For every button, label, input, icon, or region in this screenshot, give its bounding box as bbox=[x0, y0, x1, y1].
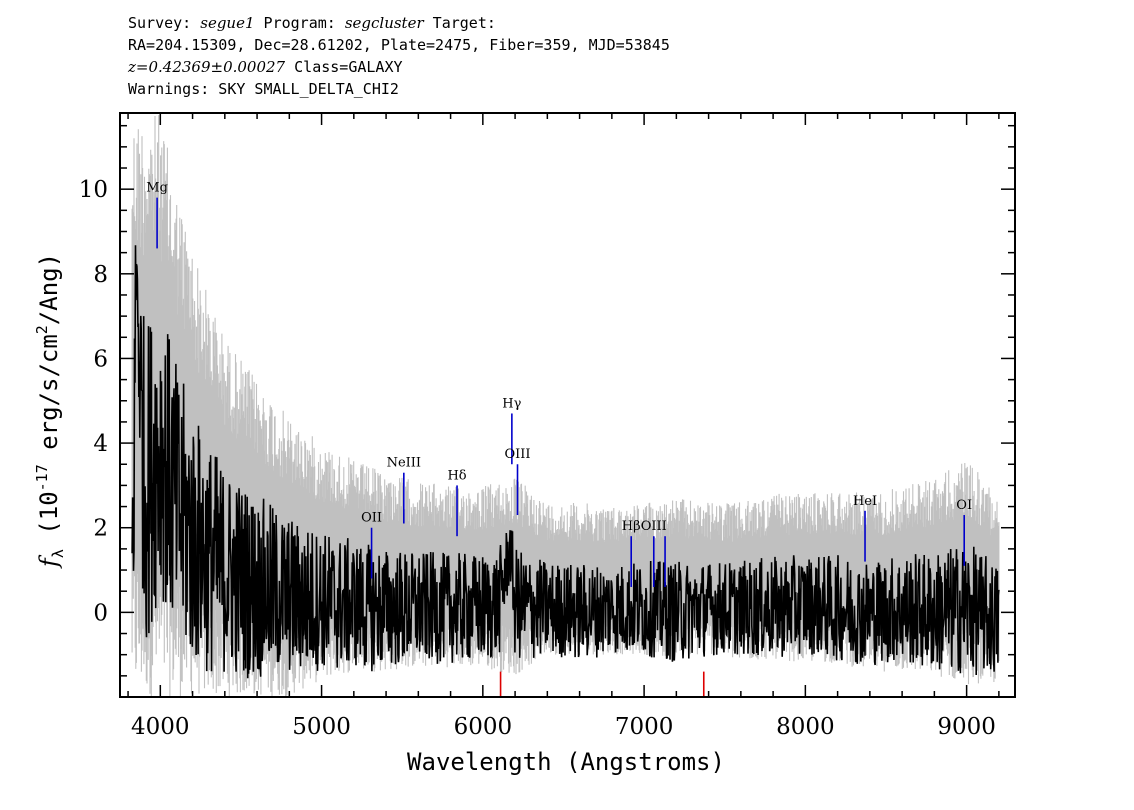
line-marker-label: OIII bbox=[641, 519, 667, 534]
x-tick-label: 7000 bbox=[615, 714, 674, 740]
line-marker-label: HeI bbox=[853, 494, 877, 509]
x-tick-label: 5000 bbox=[292, 714, 351, 740]
axes-layer: 4000 5000 6000 7000 8000 9000 0 2 4 6 8 10 bbox=[79, 112, 1016, 740]
line-marker-label: NeIII bbox=[387, 456, 421, 471]
line-marker-label: OIII bbox=[504, 447, 530, 462]
line-marker-label: OII bbox=[361, 511, 382, 526]
y-tick-label: 6 bbox=[93, 346, 108, 372]
class-value: Class=GALAXY bbox=[294, 58, 403, 76]
line-marker-label: OI bbox=[956, 498, 972, 513]
x-tick-label: 8000 bbox=[776, 714, 835, 740]
x-axis-label: Wavelength (Angstroms) bbox=[407, 748, 725, 776]
warnings-line: Warnings: SKY SMALL_DELTA_CHI2 bbox=[128, 80, 399, 98]
y-axis-label-group: fλ (10-17 erg/s/cm2/Ang) bbox=[33, 253, 67, 569]
x-tick-label: 4000 bbox=[131, 714, 190, 740]
plot-frame bbox=[119, 112, 1016, 698]
target-label: Target: bbox=[432, 14, 496, 32]
plot-area bbox=[131, 115, 1000, 697]
line-marker-label: Mg bbox=[146, 181, 168, 196]
program-label: Program: bbox=[263, 14, 336, 32]
spectrum-header: Survey: segue1 Program: segcluster Targe… bbox=[128, 12, 670, 100]
redshift-value: z=0.42369±0.00027 bbox=[128, 58, 286, 76]
survey-label: Survey: bbox=[128, 14, 192, 32]
y-axis-label: fλ (10-17 erg/s/cm2/Ang) bbox=[33, 253, 67, 569]
line-marker-label: Hγ bbox=[502, 396, 521, 411]
y-tick-label: 10 bbox=[79, 177, 108, 203]
line-marker-label: Hβ bbox=[622, 519, 641, 534]
coordinates-line: RA=204.15309, Dec=28.61202, Plate=2475, … bbox=[128, 36, 670, 54]
flux-line bbox=[131, 245, 1000, 679]
line-marker-label: Hδ bbox=[447, 468, 466, 483]
x-tick-label: 9000 bbox=[937, 714, 996, 740]
y-tick-label: 8 bbox=[93, 262, 108, 288]
program-name: segcluster bbox=[344, 14, 424, 32]
x-tick-label: 6000 bbox=[454, 714, 513, 740]
y-tick-label: 2 bbox=[93, 516, 108, 542]
y-tick-label: 0 bbox=[93, 600, 108, 626]
survey-name: segue1 bbox=[200, 14, 255, 32]
y-tick-label: 4 bbox=[93, 431, 108, 457]
